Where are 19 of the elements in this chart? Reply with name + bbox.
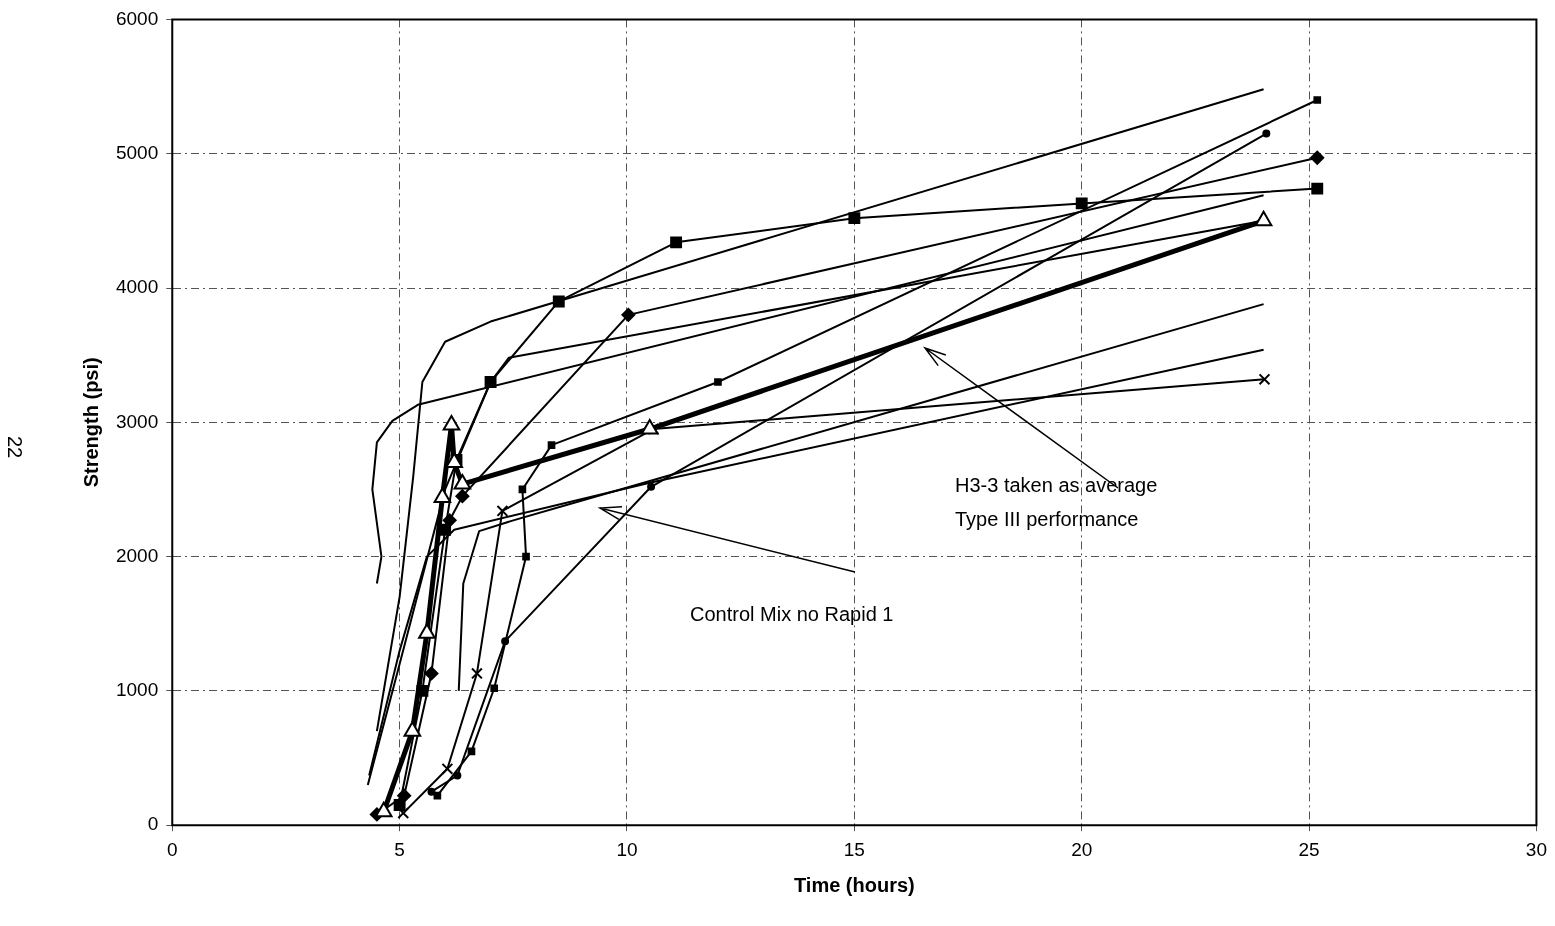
y-tick-label: 0 xyxy=(147,813,159,835)
x-tick-label: 5 xyxy=(394,838,405,860)
y-tick-label: 2000 xyxy=(115,544,159,566)
x-tick-label: 10 xyxy=(616,838,638,860)
x-tick-label: 30 xyxy=(1525,838,1547,860)
x-tick-label: 20 xyxy=(1071,838,1093,860)
annotation: H3-3 taken as average Type III performance xyxy=(955,473,1158,532)
text: 22 xyxy=(3,435,28,459)
y-tick-label: 3000 xyxy=(115,410,159,432)
x-tick-label: 25 xyxy=(1298,838,1320,860)
annotation: Control Mix no Rapid 1 xyxy=(690,602,894,627)
y-tick-label: 5000 xyxy=(115,141,159,163)
y-tick-label: 4000 xyxy=(115,276,159,298)
x-axis-title: Time (hours) xyxy=(793,873,915,896)
y-tick-label: 1000 xyxy=(115,679,159,701)
y-tick-label: 6000 xyxy=(115,7,159,29)
x-tick-label: 15 xyxy=(843,838,865,860)
x-tick-label: 0 xyxy=(166,838,178,860)
y-axis-title: Strength (psi) xyxy=(79,357,102,488)
